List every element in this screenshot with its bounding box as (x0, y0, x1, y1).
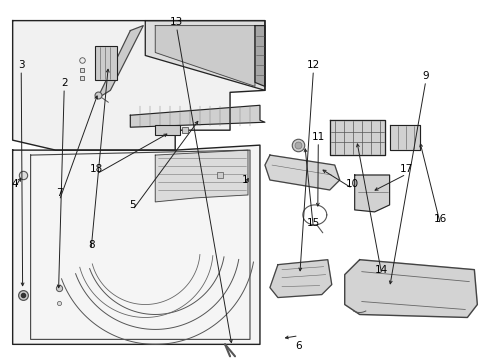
Polygon shape (13, 21, 265, 150)
Polygon shape (98, 26, 143, 98)
Text: 10: 10 (346, 179, 359, 189)
Polygon shape (145, 21, 265, 90)
Polygon shape (130, 105, 265, 127)
FancyBboxPatch shape (155, 125, 180, 135)
Text: 2: 2 (61, 78, 68, 88)
Polygon shape (355, 175, 390, 212)
Text: 18: 18 (89, 164, 102, 174)
Polygon shape (155, 26, 255, 86)
Polygon shape (345, 260, 477, 318)
Polygon shape (265, 155, 340, 190)
Polygon shape (13, 145, 260, 345)
Text: 8: 8 (88, 239, 95, 249)
Text: 7: 7 (56, 188, 63, 198)
Polygon shape (255, 26, 265, 86)
Text: 1: 1 (242, 175, 248, 185)
Polygon shape (270, 260, 332, 298)
Text: 9: 9 (422, 71, 429, 81)
Text: 5: 5 (129, 200, 136, 210)
Text: 13: 13 (170, 17, 183, 27)
Polygon shape (155, 150, 248, 202)
Text: 6: 6 (295, 341, 302, 351)
Text: 11: 11 (312, 132, 325, 142)
FancyBboxPatch shape (96, 45, 118, 80)
Text: 14: 14 (375, 265, 389, 275)
Text: 12: 12 (307, 60, 320, 70)
Polygon shape (330, 120, 385, 155)
Text: 4: 4 (11, 179, 18, 189)
Text: 3: 3 (18, 60, 24, 70)
Text: 15: 15 (307, 218, 320, 228)
Text: 17: 17 (400, 164, 413, 174)
Polygon shape (390, 125, 419, 150)
Text: 16: 16 (434, 215, 447, 224)
